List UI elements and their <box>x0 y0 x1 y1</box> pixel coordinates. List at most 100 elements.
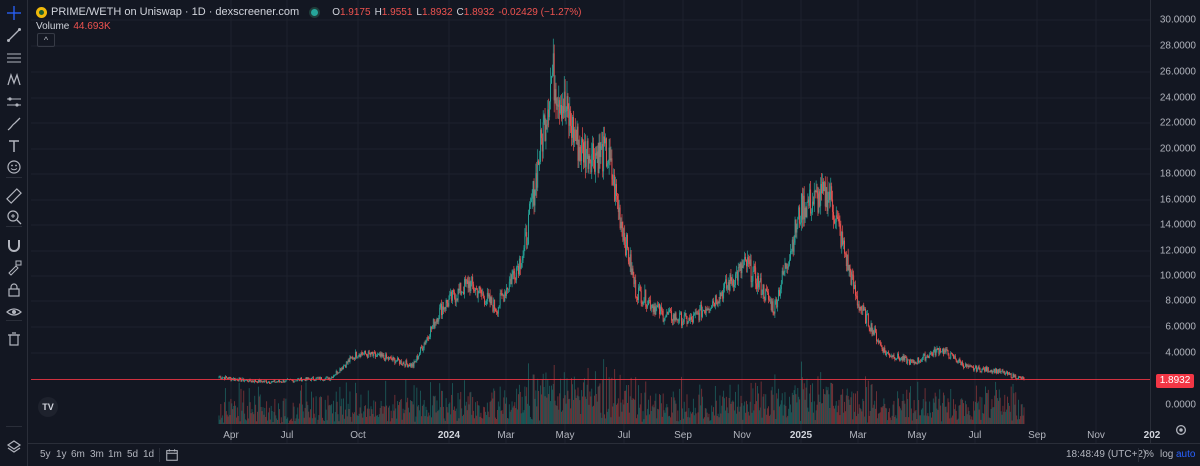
volume-bar <box>652 404 654 424</box>
eye-icon[interactable] <box>3 301 25 323</box>
volume-bar <box>798 396 800 424</box>
candle-body <box>250 381 252 382</box>
symbol-title[interactable]: PRIME/WETH on Uniswap · 1D · dexscreener… <box>51 6 300 18</box>
candle-body <box>938 349 940 354</box>
price-axis[interactable]: 30.0000 28.0000 26.0000 24.0000 22.0000 20.00… <box>1150 0 1200 443</box>
candle-body <box>904 356 906 360</box>
volume-bar <box>496 410 498 424</box>
volume-bar <box>867 380 869 424</box>
calendar-icon[interactable] <box>165 448 179 462</box>
candle-body <box>867 313 869 327</box>
time-tick-label: May <box>555 430 575 441</box>
price-tick-label: 12.0000 <box>1159 245 1196 257</box>
range-button-1y[interactable]: 1y <box>56 449 67 460</box>
volume-bar <box>354 412 355 424</box>
candle-body <box>940 348 942 353</box>
lock-drawing-icon[interactable] <box>3 257 25 279</box>
ruler-icon[interactable] <box>3 185 25 207</box>
candle-body <box>574 129 576 140</box>
tradingview-logo[interactable]: TV <box>38 397 58 417</box>
volume-bar <box>235 417 237 424</box>
volume-bar <box>335 391 337 424</box>
candle-body <box>868 326 870 329</box>
candle-body <box>831 186 833 200</box>
range-button-1m[interactable]: 1m <box>108 449 122 460</box>
volume-bar <box>361 413 363 424</box>
candle-body <box>815 190 817 193</box>
candle-body <box>510 278 512 285</box>
candle-body <box>661 310 663 312</box>
volume-bar <box>379 407 381 424</box>
auto-scale-button[interactable]: auto <box>1176 449 1196 460</box>
crosshair-icon[interactable] <box>3 2 25 24</box>
pattern-icon[interactable] <box>3 69 25 91</box>
volume-bar <box>598 385 600 424</box>
clock[interactable]: 18:48:49 (UTC+2) <box>1066 449 1147 460</box>
candle-body <box>951 352 953 354</box>
text-icon[interactable] <box>3 135 25 157</box>
candle-body <box>378 353 380 355</box>
candle-body <box>850 272 852 285</box>
volume-bar <box>972 419 974 424</box>
candle-body <box>996 370 998 374</box>
volume-bar <box>950 388 952 424</box>
emoji-icon[interactable] <box>3 156 25 178</box>
trash-icon[interactable] <box>3 328 25 350</box>
range-button-5y[interactable]: 5y <box>40 449 51 460</box>
layers-icon[interactable] <box>3 436 25 458</box>
range-button-6m[interactable]: 6m <box>71 449 85 460</box>
chart-plot-area[interactable] <box>31 0 1150 443</box>
volume-bar <box>330 405 332 424</box>
time-tick-label: Jul <box>617 430 631 441</box>
candle-body <box>853 275 855 290</box>
volume-bar <box>983 413 985 424</box>
lock-icon[interactable] <box>3 279 25 301</box>
range-button-1d[interactable]: 1d <box>143 449 155 460</box>
volume-bar <box>822 403 823 424</box>
volume-bar <box>866 387 867 424</box>
volume-bar <box>237 416 239 424</box>
collapse-legend-button[interactable]: ^ <box>37 33 55 47</box>
volume-bar <box>746 404 748 424</box>
magnet-icon[interactable] <box>3 234 25 256</box>
volume-bar <box>994 395 996 424</box>
log-scale-button[interactable]: log <box>1160 449 1174 460</box>
range-button-3m[interactable]: 3m <box>90 449 104 460</box>
candle-body <box>888 352 889 354</box>
volume-bar <box>343 398 345 424</box>
volume-bar <box>333 400 334 424</box>
volume-bar <box>550 401 551 424</box>
candle-body <box>860 306 862 310</box>
zoom-in-icon[interactable] <box>3 206 25 228</box>
fib-retracement-icon[interactable] <box>3 47 25 69</box>
prediction-icon[interactable] <box>3 91 25 113</box>
volume-bar <box>881 407 883 424</box>
volume-bar <box>780 400 782 424</box>
settings-icon[interactable] <box>1174 423 1188 437</box>
candlestick-chart[interactable] <box>31 0 1150 443</box>
volume-bar <box>396 418 398 424</box>
trend-line-icon[interactable] <box>3 24 25 46</box>
brush-icon[interactable] <box>3 113 25 135</box>
volume-bar <box>319 397 321 424</box>
volume-bar <box>509 411 511 424</box>
candle-body <box>981 368 983 372</box>
volume-bar <box>277 419 279 424</box>
percent-scale-button[interactable]: % <box>1145 449 1154 460</box>
volume-bar <box>691 413 693 424</box>
price-tick-label: 30.0000 <box>1159 14 1196 26</box>
volume-bar <box>916 418 918 424</box>
candle-body <box>617 199 619 213</box>
candle-body <box>865 309 867 324</box>
volume-bar <box>1014 404 1016 424</box>
volume-bar <box>988 417 990 424</box>
volume-bar <box>317 419 319 424</box>
candle-body <box>603 136 605 172</box>
volume-bar <box>666 403 668 424</box>
range-button-5d[interactable]: 5d <box>127 449 139 460</box>
candle-body <box>691 316 693 320</box>
candle-body <box>322 380 324 381</box>
volume-bar <box>683 401 685 424</box>
volume-bar <box>624 390 626 424</box>
candle-body <box>765 288 767 301</box>
